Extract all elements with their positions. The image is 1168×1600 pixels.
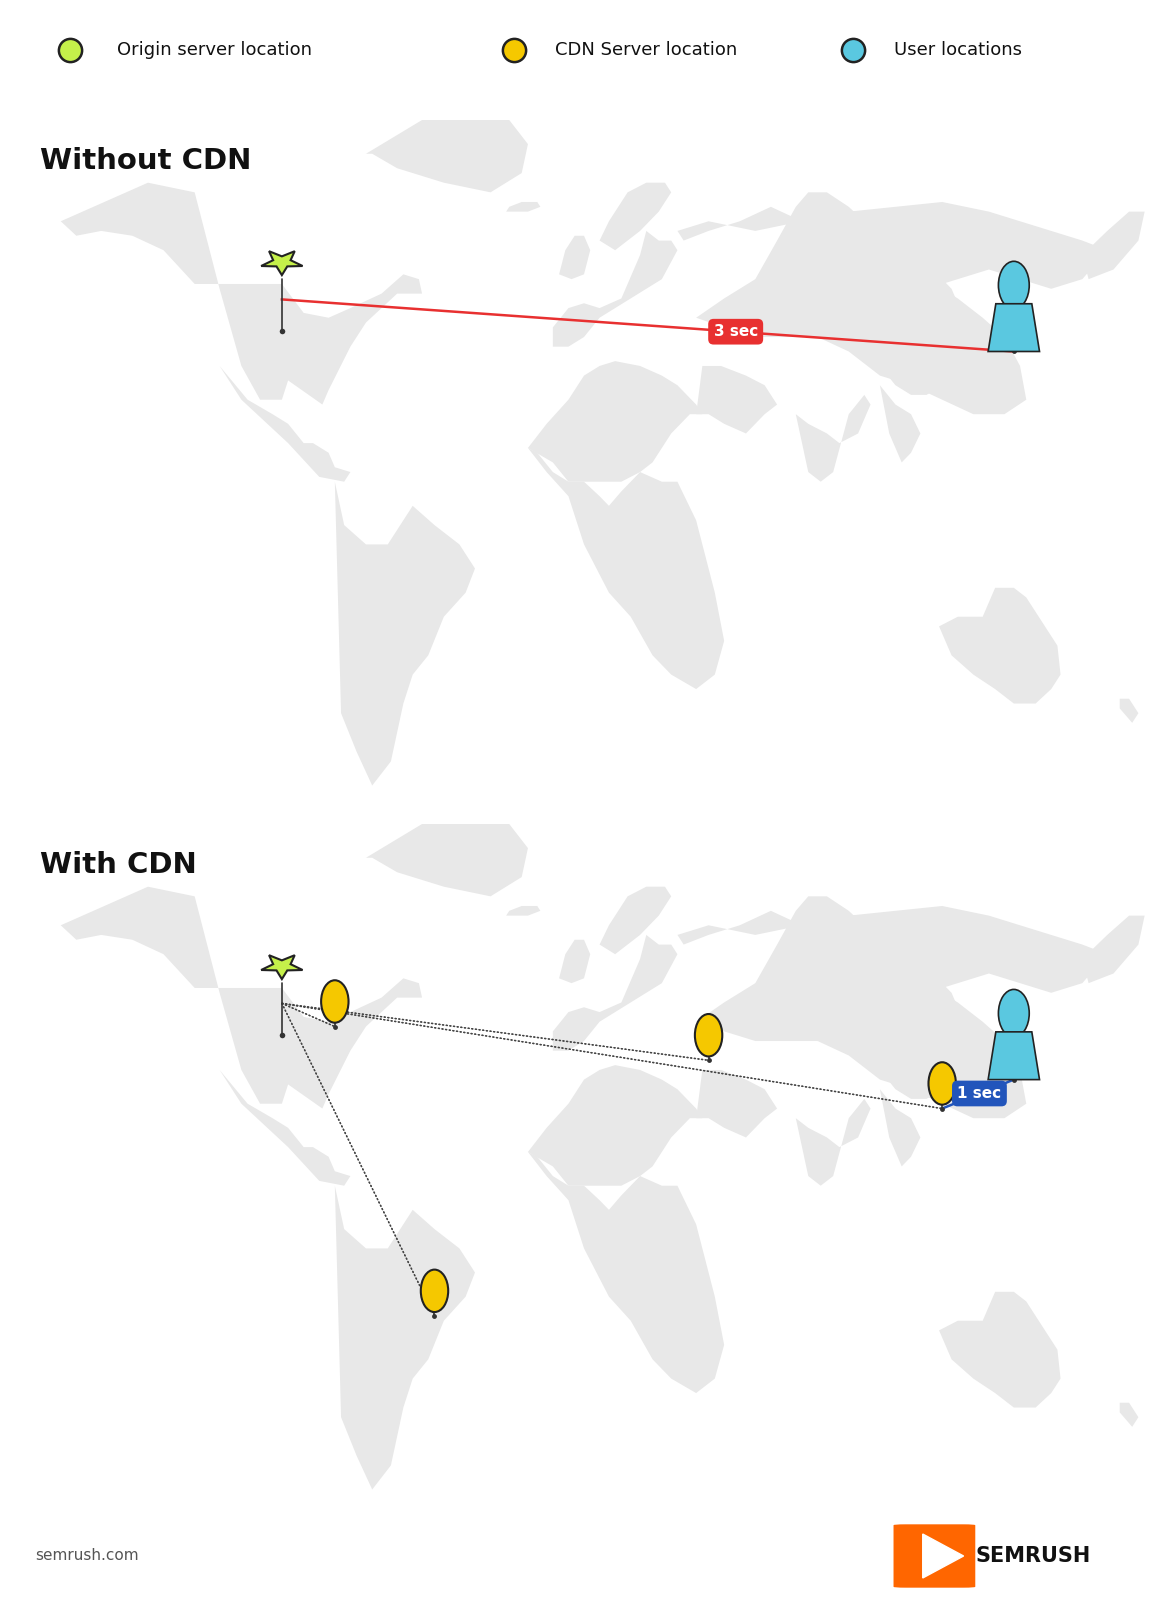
Ellipse shape — [999, 261, 1029, 309]
Polygon shape — [262, 251, 303, 275]
Polygon shape — [795, 1099, 870, 1186]
Polygon shape — [366, 120, 528, 192]
Polygon shape — [923, 1534, 964, 1578]
Polygon shape — [1083, 211, 1145, 278]
Polygon shape — [528, 1066, 702, 1186]
Polygon shape — [528, 448, 724, 690]
Polygon shape — [506, 202, 541, 211]
Polygon shape — [1083, 915, 1145, 982]
Polygon shape — [61, 886, 422, 1109]
Polygon shape — [506, 906, 541, 915]
Polygon shape — [818, 254, 973, 395]
Text: With CDN: With CDN — [40, 851, 197, 880]
Polygon shape — [262, 955, 303, 979]
Polygon shape — [1120, 699, 1139, 723]
Text: Origin server location: Origin server location — [117, 42, 312, 59]
Ellipse shape — [420, 1270, 449, 1312]
Ellipse shape — [999, 989, 1029, 1037]
FancyBboxPatch shape — [894, 1525, 975, 1587]
Polygon shape — [528, 1152, 724, 1394]
Polygon shape — [677, 202, 1107, 288]
Polygon shape — [677, 906, 1107, 992]
Polygon shape — [818, 958, 973, 1099]
Text: 1 sec: 1 sec — [958, 1086, 1001, 1101]
Polygon shape — [552, 934, 677, 1051]
Polygon shape — [559, 939, 590, 982]
Polygon shape — [989, 318, 1023, 371]
Polygon shape — [988, 304, 1040, 352]
Text: SEMRUSH: SEMRUSH — [975, 1546, 1091, 1566]
Polygon shape — [61, 182, 422, 405]
Text: 3 sec: 3 sec — [714, 325, 758, 339]
Point — [505, 37, 523, 62]
Point — [61, 37, 79, 62]
Ellipse shape — [321, 981, 348, 1022]
Polygon shape — [599, 182, 672, 250]
Polygon shape — [552, 230, 677, 347]
Polygon shape — [220, 366, 350, 482]
Polygon shape — [988, 1032, 1040, 1080]
Text: User locations: User locations — [894, 42, 1022, 59]
Point — [843, 37, 862, 62]
Polygon shape — [939, 587, 1061, 704]
Polygon shape — [559, 235, 590, 278]
Polygon shape — [677, 896, 1027, 1118]
Ellipse shape — [695, 1014, 722, 1056]
Ellipse shape — [929, 1062, 955, 1104]
Text: Without CDN: Without CDN — [40, 147, 251, 176]
Polygon shape — [366, 824, 528, 896]
Polygon shape — [795, 395, 870, 482]
Polygon shape — [528, 362, 702, 482]
Polygon shape — [880, 1090, 920, 1166]
Text: semrush.com: semrush.com — [35, 1549, 139, 1563]
Polygon shape — [1120, 1403, 1139, 1427]
Polygon shape — [696, 366, 777, 434]
Polygon shape — [335, 482, 475, 786]
Polygon shape — [989, 1022, 1023, 1075]
Polygon shape — [220, 1070, 350, 1186]
Polygon shape — [677, 192, 1027, 414]
Polygon shape — [939, 1291, 1061, 1408]
Text: CDN Server location: CDN Server location — [555, 42, 737, 59]
Polygon shape — [696, 1070, 777, 1138]
Polygon shape — [335, 1186, 475, 1490]
Polygon shape — [880, 386, 920, 462]
Polygon shape — [599, 886, 672, 954]
